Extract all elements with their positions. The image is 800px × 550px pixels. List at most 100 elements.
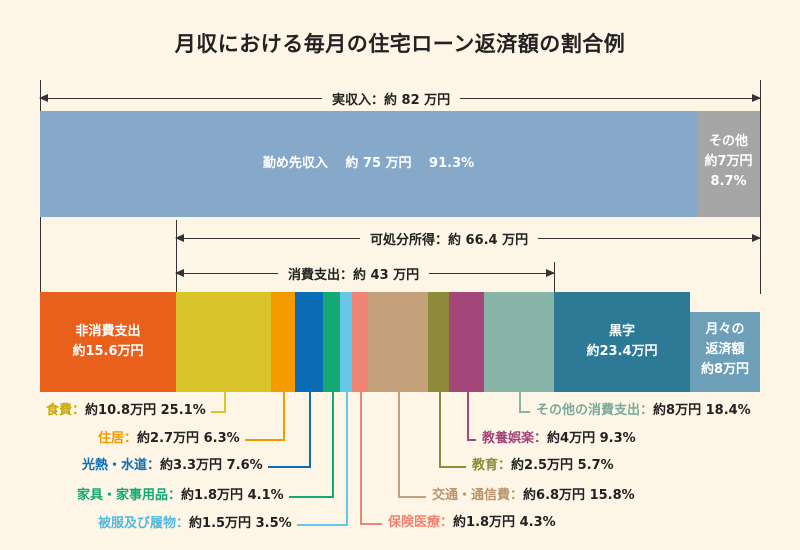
leader-line-clothing-horizontal — [296, 524, 348, 526]
loan-value: 約8万円 — [700, 362, 750, 377]
leader-line-other-consumption-horizontal — [519, 411, 530, 413]
surplus-name: 黒字 — [608, 324, 635, 339]
leader-line-furniture-horizontal — [288, 496, 334, 498]
legend-item-education: 教育：約2.5万円 5.7% — [472, 458, 614, 474]
legend-value: 約1.5万円 3.5% — [189, 516, 292, 531]
leader-line-medical-horizontal — [360, 523, 382, 525]
legend-separator: ： — [168, 488, 182, 503]
legend-value: 約3.3万円 7.6% — [160, 458, 263, 473]
legend-value: 約2.7万円 6.3% — [137, 431, 240, 446]
legend-name: 光熱・水道 — [82, 458, 148, 473]
non-consumption-name: 非消費支出 — [75, 324, 141, 339]
legend-separator: ： — [176, 516, 190, 531]
legend-item-food: 食費：約10.8万円 25.1% — [46, 403, 206, 419]
legend-separator: ： — [640, 403, 654, 418]
expense-segment-education — [428, 292, 449, 392]
leader-line-transport-horizontal — [398, 496, 426, 498]
legend-name: 教育 — [472, 458, 499, 473]
legend-separator: ： — [510, 488, 524, 503]
expense-segment-housing — [271, 292, 295, 392]
guide-line-disposable — [176, 220, 177, 294]
guide-line-consumption — [554, 262, 555, 294]
leader-line-utilities-horizontal — [267, 466, 311, 468]
loan-name-line2: 返済額 — [705, 342, 745, 357]
legend-value: 約2.5万円 5.7% — [511, 458, 614, 473]
leader-line-housing-horizontal — [244, 439, 285, 441]
guide-line-right — [760, 80, 761, 294]
other-income-percent: 8.7% — [710, 174, 747, 189]
legend-value: 約8万円 18.4% — [653, 403, 751, 418]
legend-value: 約1.8万円 4.3% — [453, 515, 556, 530]
leader-line-furniture — [332, 392, 334, 497]
legend-separator: ： — [124, 431, 138, 446]
arrow-left-icon — [175, 234, 184, 242]
legend-name: 住居 — [98, 431, 125, 446]
legend-item-housing: 住居：約2.7万円 6.3% — [98, 431, 240, 447]
consumption-label: 消費支出：約 43 万円 — [278, 264, 430, 283]
arrow-right-icon — [546, 269, 555, 277]
legend-separator: ： — [534, 431, 548, 446]
surplus-bar — [554, 292, 690, 392]
legend-item-other-consumption: その他の消費支出：約8万円 18.4% — [536, 403, 751, 419]
leader-line-education-horizontal — [439, 466, 466, 468]
legend-name: 被服及び履物 — [98, 516, 177, 531]
leader-line-recreation — [467, 392, 469, 440]
disposable-label: 可処分所得：約 66.4 万円 — [360, 229, 539, 248]
arrow-right-icon — [752, 94, 761, 102]
expense-segment-transport — [368, 292, 428, 392]
salary-bar — [40, 111, 697, 217]
arrow-left-icon — [175, 269, 184, 277]
leader-line-food — [224, 392, 226, 412]
legend-separator: ： — [72, 403, 86, 418]
leader-line-medical — [360, 392, 362, 524]
other-income-name: その他 — [708, 134, 748, 149]
legend-item-transport: 交通・通信費：約6.8万円 15.8% — [432, 488, 635, 504]
legend-item-clothing: 被服及び履物：約1.5万円 3.5% — [98, 516, 292, 532]
leader-line-recreation-horizontal — [467, 439, 476, 441]
non-consumption-bar — [40, 292, 176, 392]
legend-name: 家具・家事用品 — [77, 488, 169, 503]
other-income-label: その他 約7万円 8.7% — [697, 132, 760, 192]
legend-name: 食費 — [46, 403, 73, 418]
expense-segment-medical — [352, 292, 368, 392]
leader-line-food-horizontal — [210, 411, 226, 413]
loan-label: 月々の 返済額 約8万円 — [690, 320, 760, 380]
other-income-bar — [697, 111, 760, 217]
legend-item-utilities: 光熱・水道：約3.3万円 7.6% — [82, 458, 263, 474]
salary-label: 勤め先収入 約 75 万円 91.3% — [262, 156, 475, 171]
legend-value: 約6.8万円 15.8% — [523, 488, 635, 503]
other-income-value: 約7万円 — [704, 154, 753, 169]
page-title: 月収における毎月の住宅ローン返済額の割合例 — [174, 32, 626, 56]
legend-item-medical: 保険医療：約1.8万円 4.3% — [388, 515, 556, 531]
legend-value: 約1.8万円 4.1% — [181, 488, 284, 503]
expense-segment-recreation — [449, 292, 484, 392]
legend-separator: ： — [147, 458, 161, 473]
non-consumption-value: 約15.6万円 — [72, 344, 144, 359]
expense-segment-food — [176, 292, 271, 392]
legend-value: 約4万円 9.3% — [547, 431, 636, 446]
legend-item-recreation: 教養娯楽：約4万円 9.3% — [482, 431, 636, 447]
expense-segment-clothing — [340, 292, 352, 392]
non-consumption-label: 非消費支出 約15.6万円 — [40, 322, 176, 362]
leader-line-housing — [283, 392, 285, 440]
legend-separator: ： — [498, 458, 512, 473]
leader-line-utilities — [309, 392, 311, 467]
leader-line-clothing — [346, 392, 348, 525]
legend-name: 教養娯楽 — [482, 431, 535, 446]
income-label: 実収入：約 82 万円 — [322, 89, 461, 108]
arrow-right-icon — [752, 234, 761, 242]
leader-line-education — [439, 392, 441, 467]
legend-name: その他の消費支出 — [536, 403, 641, 418]
leader-line-other-consumption — [519, 392, 521, 412]
expense-segment-other-consumption — [484, 292, 554, 392]
surplus-value: 約23.4万円 — [586, 344, 658, 359]
legend-value: 約10.8万円 25.1% — [85, 403, 206, 418]
legend-name: 交通・通信費 — [432, 488, 511, 503]
loan-name-line1: 月々の — [705, 322, 745, 337]
expense-segment-utilities — [295, 292, 323, 392]
leader-line-transport — [398, 392, 400, 497]
legend-item-furniture: 家具・家事用品：約1.8万円 4.1% — [77, 488, 284, 504]
expense-segment-furniture — [323, 292, 340, 392]
legend-separator: ： — [440, 515, 454, 530]
arrow-left-icon — [39, 94, 48, 102]
